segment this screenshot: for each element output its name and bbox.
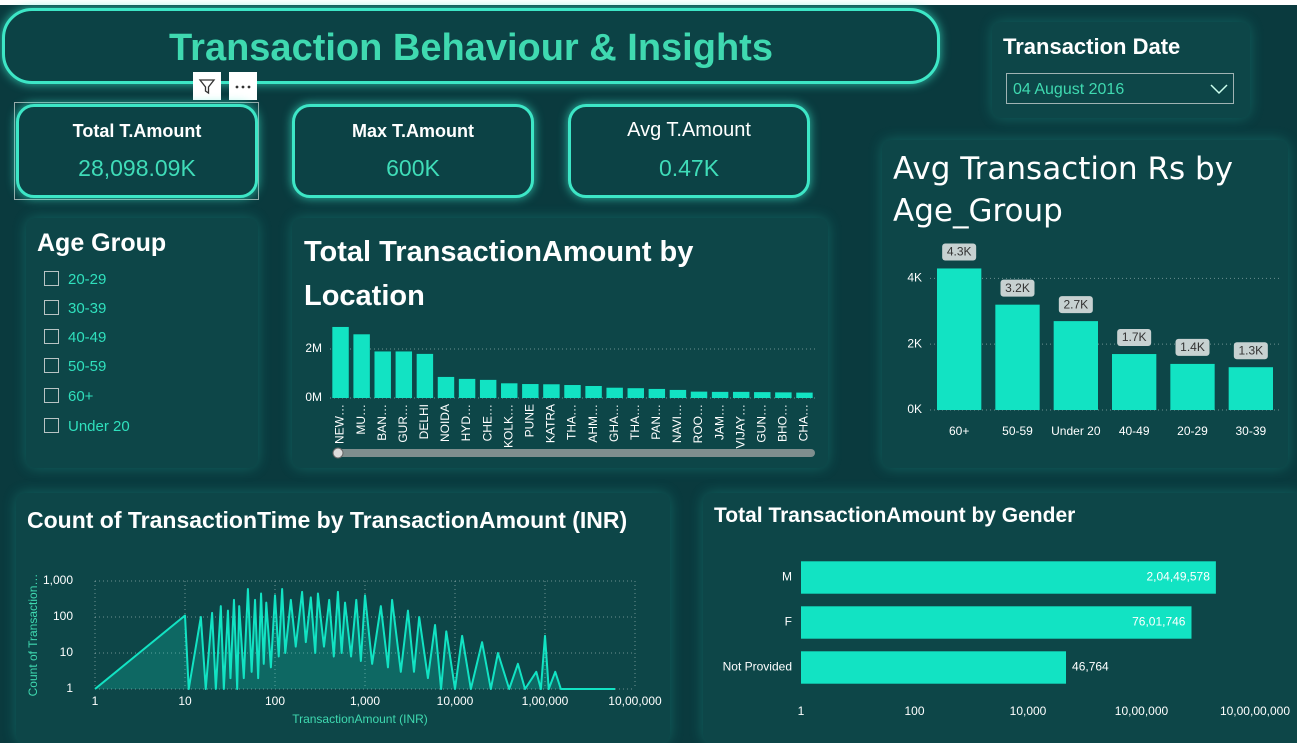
date-value: 04 August 2016 bbox=[1013, 81, 1125, 98]
title-card: Transaction Behaviour & Insights bbox=[2, 8, 940, 84]
date-filter-title: Transaction Date bbox=[1003, 34, 1181, 59]
kpi-value: 28,098.09K bbox=[78, 155, 196, 181]
count-chart-panel: Count of TransactionTime by TransactionA… bbox=[16, 493, 670, 743]
kpi-card: Avg T.Amount 0.47K bbox=[568, 104, 810, 198]
kpi-label: Avg T.Amount bbox=[627, 119, 751, 141]
age-option-label: 40-49 bbox=[68, 329, 107, 346]
chart-title: Avg Transaction Rs by Age_Group bbox=[893, 151, 1234, 229]
kpi-label: Max T.Amount bbox=[351, 121, 474, 141]
age-option-label: 50-59 bbox=[68, 358, 107, 375]
age-option-label: 60+ bbox=[68, 388, 94, 405]
kpi-card: Total T.Amount 28,098.09K bbox=[16, 104, 258, 198]
age-option-label: Under 20 bbox=[68, 418, 130, 435]
age-option[interactable]: 30-39 bbox=[44, 300, 106, 317]
kpi-label: Total T.Amount bbox=[72, 121, 202, 141]
selection-outline bbox=[14, 102, 259, 200]
filter-glyph bbox=[198, 79, 216, 95]
age-option-label: 20-29 bbox=[68, 271, 107, 288]
date-filter-panel: Transaction Date 04 August 2016 bbox=[992, 22, 1250, 118]
date-dropdown[interactable]: 04 August 2016 bbox=[1006, 73, 1234, 104]
more-glyph bbox=[235, 85, 251, 89]
top-strip bbox=[0, 0, 1297, 5]
filter-icon[interactable] bbox=[193, 72, 221, 100]
age-option[interactable]: Under 20 bbox=[44, 418, 130, 435]
age-filter-panel: Age Group 20-29 30-39 40-49 50-59 60+ Un… bbox=[26, 218, 258, 468]
age-option[interactable]: 50-59 bbox=[44, 358, 106, 375]
age-option[interactable]: 40-49 bbox=[44, 329, 106, 346]
chart-title: Total TransactionAmount by Gender bbox=[714, 504, 1076, 527]
age-chart-panel: Avg Transaction Rs by Age_Group bbox=[882, 140, 1288, 468]
chart-title: Count of TransactionTime by TransactionA… bbox=[27, 507, 628, 533]
kpi-value: 0.47K bbox=[658, 155, 720, 181]
chart-title: Total TransactionAmount by Location bbox=[304, 236, 694, 312]
age-option[interactable]: 20-29 bbox=[44, 271, 106, 288]
kpi-value: 600K bbox=[386, 155, 440, 181]
gender-chart-panel: Total TransactionAmount by Gender bbox=[703, 493, 1297, 743]
age-option-label: 30-39 bbox=[68, 300, 107, 317]
age-option[interactable]: 60+ bbox=[44, 388, 93, 405]
more-icon[interactable] bbox=[229, 72, 257, 100]
location-chart-panel: Total TransactionAmount by Location bbox=[292, 218, 828, 468]
dashboard-title: Transaction Behaviour & Insights bbox=[169, 27, 773, 69]
chevron bbox=[1210, 84, 1228, 95]
kpi-card: Max T.Amount 600K bbox=[292, 104, 534, 198]
age-filter-title: Age Group bbox=[37, 229, 167, 257]
